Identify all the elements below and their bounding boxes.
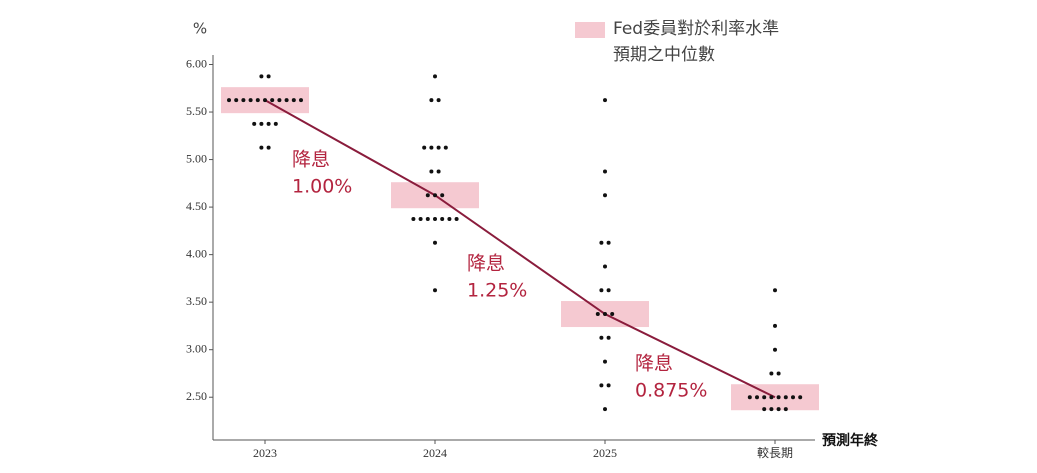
y-tick-label: 5.00	[186, 151, 207, 165]
dot	[798, 395, 803, 400]
dot	[255, 98, 260, 103]
dot	[270, 98, 275, 103]
dot	[252, 121, 257, 126]
dot	[433, 193, 437, 198]
x-tick-label: 2023	[253, 446, 277, 460]
dot	[606, 383, 611, 388]
dot	[263, 98, 267, 103]
dot	[291, 98, 296, 103]
dot	[603, 312, 607, 317]
dot	[603, 264, 607, 269]
dot	[436, 169, 441, 174]
dot	[277, 98, 282, 103]
dot	[429, 145, 434, 150]
dot	[755, 395, 759, 400]
dot	[248, 98, 253, 103]
dot	[773, 288, 777, 293]
dot	[284, 98, 289, 103]
legend-swatch	[575, 22, 605, 38]
dot	[266, 74, 271, 79]
dot	[454, 216, 459, 221]
y-tick-label: 4.00	[186, 246, 207, 260]
dot	[606, 288, 611, 293]
dot	[411, 216, 416, 221]
y-tick-label: 5.50	[186, 104, 207, 118]
dot	[436, 145, 441, 150]
dot	[603, 359, 607, 364]
dot	[776, 407, 781, 412]
dot	[762, 407, 767, 412]
dot	[429, 169, 434, 174]
dot	[227, 98, 231, 103]
dot	[436, 98, 441, 103]
dot	[783, 407, 788, 412]
x-tick-label: 較長期	[757, 445, 793, 460]
dot	[599, 335, 604, 340]
x-tick-label: 2025	[593, 446, 617, 460]
y-tick-label: 3.50	[186, 294, 207, 308]
dot	[769, 407, 774, 412]
dot	[769, 395, 774, 400]
dot	[429, 98, 434, 103]
dot	[776, 395, 781, 400]
legend-label: 預期之中位數	[613, 45, 715, 65]
dot	[299, 98, 303, 103]
dot	[762, 395, 767, 400]
dot	[266, 121, 271, 126]
annotation-text: 0.875%	[635, 380, 707, 402]
dot	[433, 240, 437, 245]
annotation-title: 降息	[467, 253, 505, 275]
y-tick-label: 2.50	[186, 389, 207, 403]
dot	[266, 145, 271, 150]
dot	[783, 395, 788, 400]
dot	[447, 216, 452, 221]
dot	[773, 323, 777, 328]
dot	[422, 145, 427, 150]
dot	[769, 371, 774, 376]
dot	[259, 121, 264, 126]
y-tick-label: 6.00	[186, 56, 207, 70]
dot	[259, 74, 264, 79]
dot	[776, 371, 781, 376]
dot	[603, 98, 607, 103]
dot	[440, 216, 445, 221]
dot	[747, 395, 752, 400]
y-tick-label: 4.50	[186, 199, 207, 213]
dot	[433, 74, 437, 79]
dot	[425, 193, 430, 198]
dot	[603, 193, 607, 198]
legend-label: Fed委員對於利率水準	[613, 19, 779, 39]
dot	[443, 145, 448, 150]
x-tick-label: 2024	[423, 446, 447, 460]
x-axis-label: 預測年終	[822, 432, 879, 449]
median-line	[264, 99, 776, 399]
dot	[606, 335, 611, 340]
annotation-title: 降息	[292, 149, 330, 171]
annotation-title: 降息	[635, 353, 673, 375]
y-unit: %	[193, 20, 207, 38]
dot	[234, 98, 239, 103]
dot	[610, 312, 615, 317]
dot	[599, 288, 604, 293]
dot	[418, 216, 423, 221]
dot	[773, 347, 777, 352]
dot	[606, 240, 611, 245]
dot	[603, 407, 607, 412]
dot	[599, 383, 604, 388]
dot	[433, 288, 437, 293]
dot	[425, 216, 430, 221]
dot	[433, 216, 437, 221]
annotation-text: 1.00%	[292, 176, 352, 198]
dot	[599, 240, 604, 245]
dot	[440, 193, 445, 198]
dot	[273, 121, 278, 126]
dot	[603, 169, 607, 174]
annotation-text: 1.25%	[467, 280, 527, 302]
dot	[791, 395, 795, 400]
dot	[241, 98, 246, 103]
dot	[595, 312, 600, 317]
dot	[259, 145, 264, 150]
y-tick-label: 3.00	[186, 341, 207, 355]
